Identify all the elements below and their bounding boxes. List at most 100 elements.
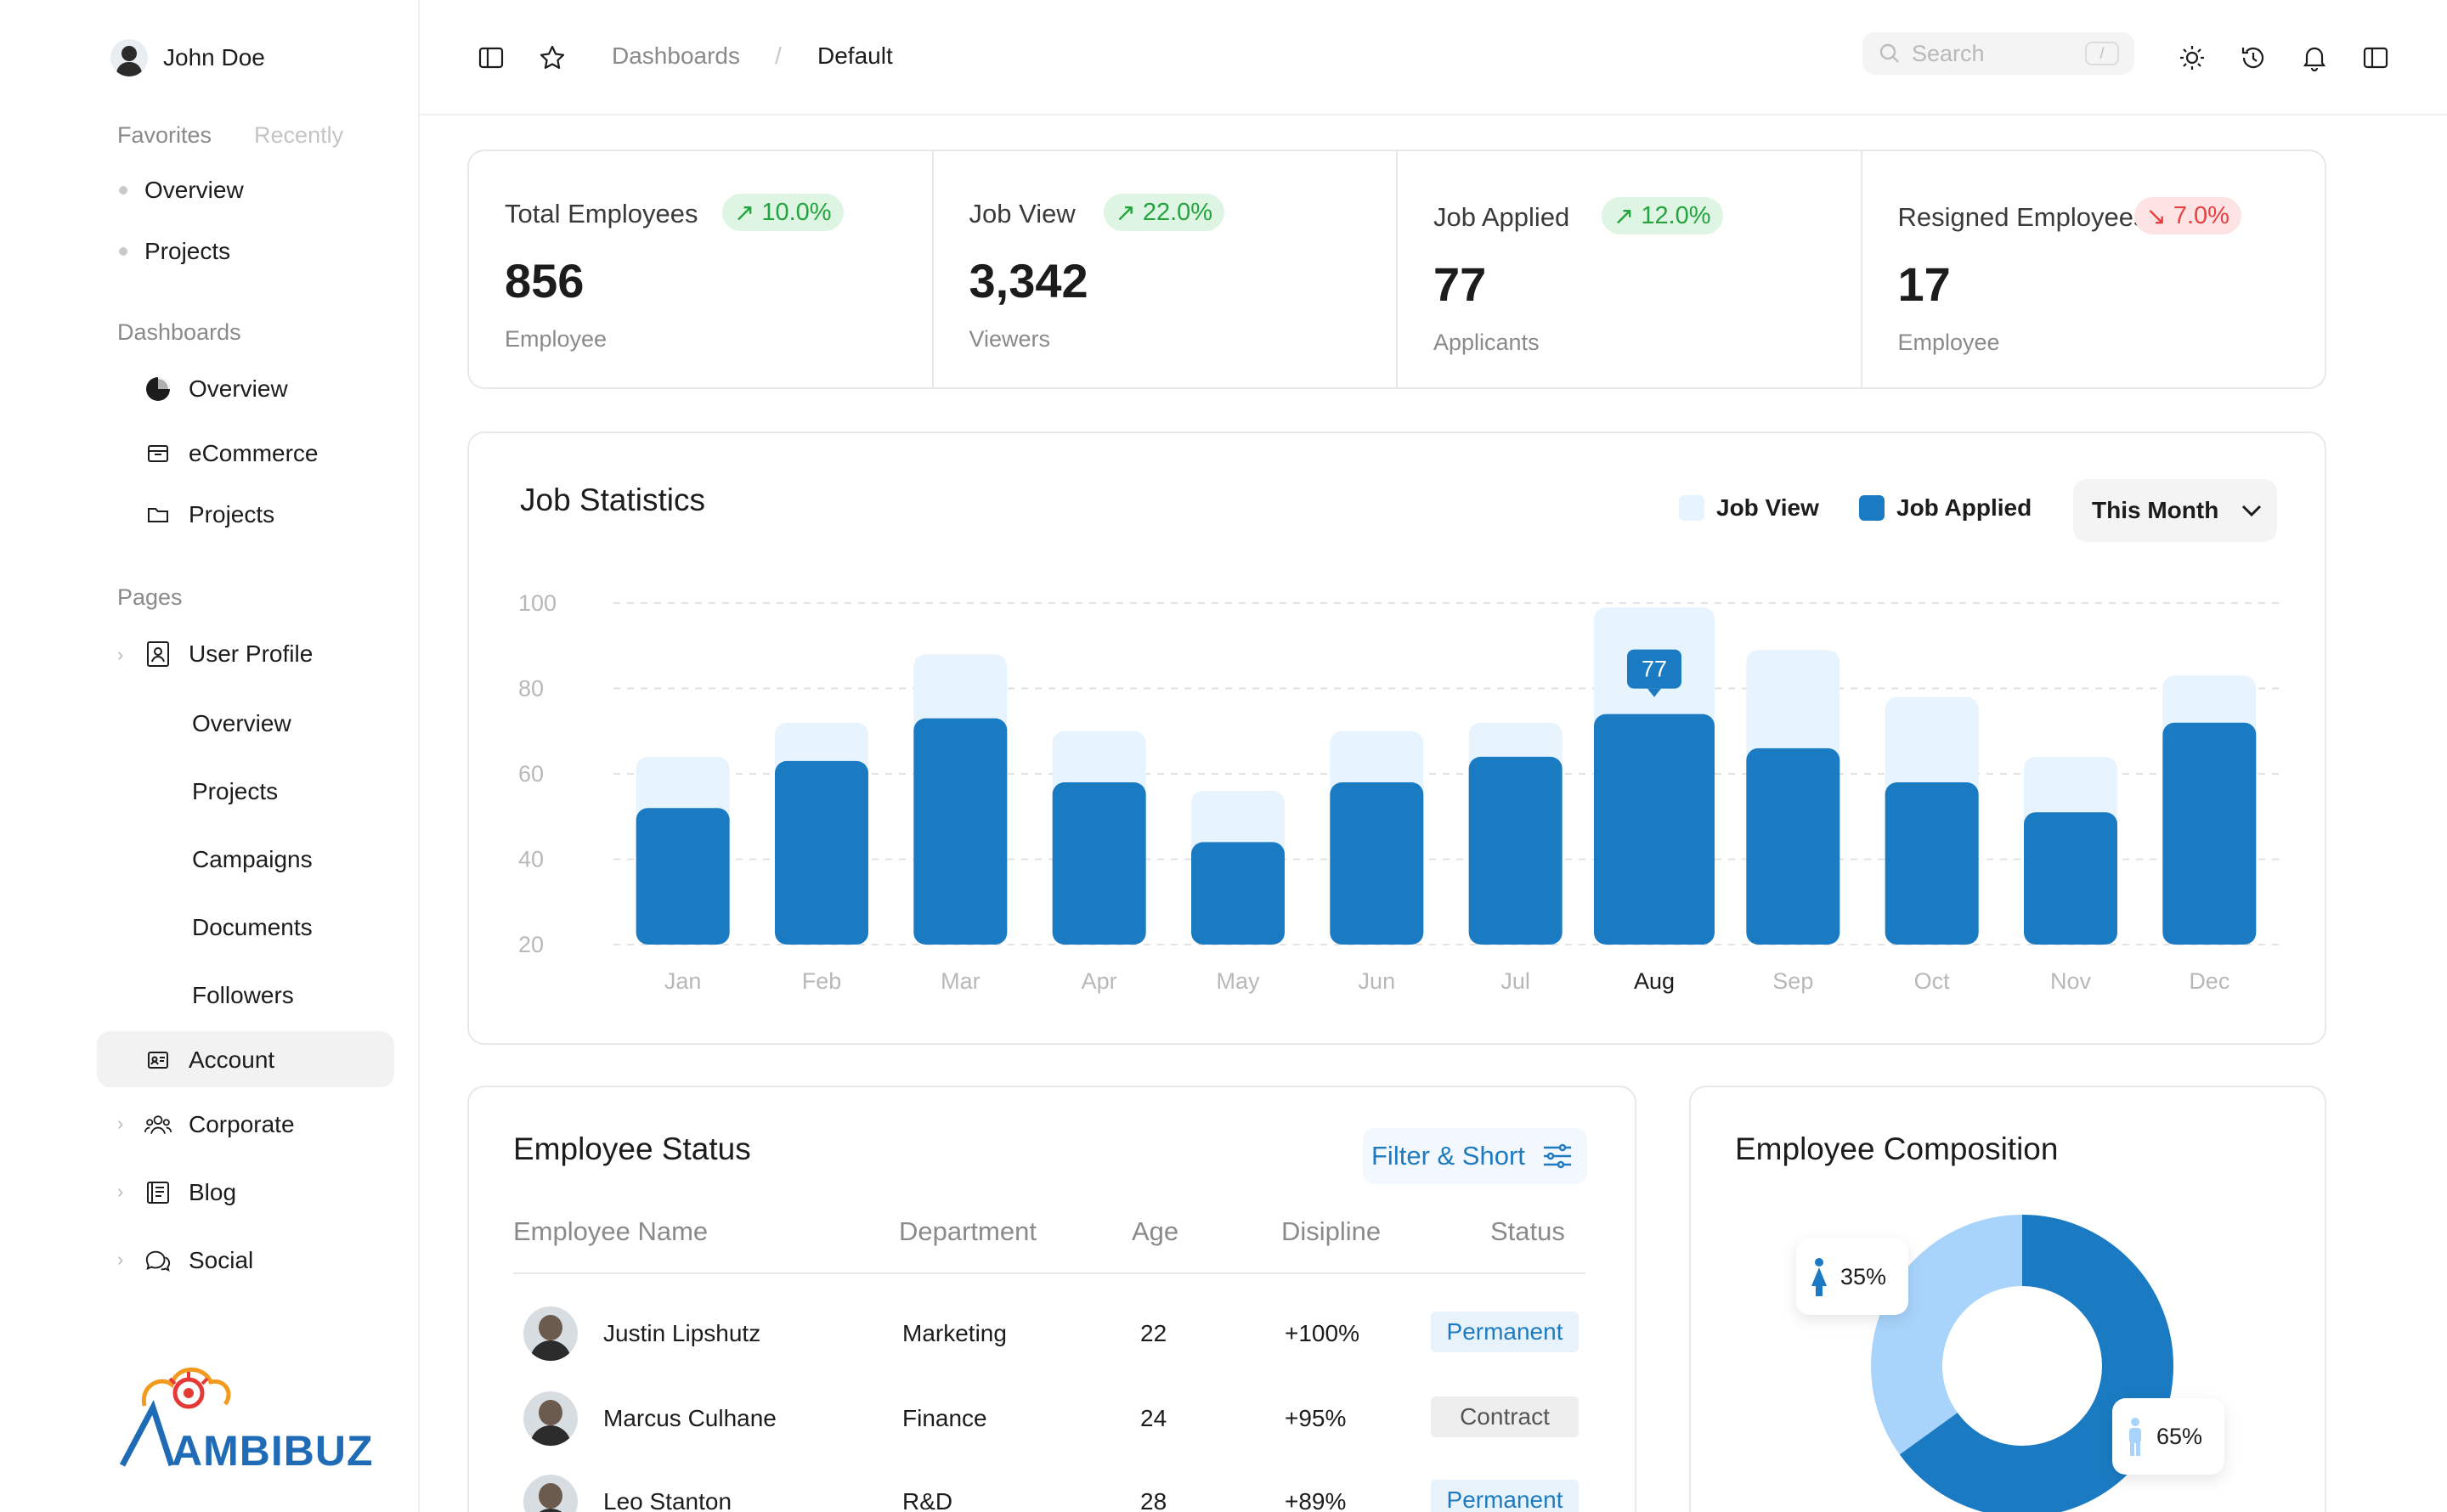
stat-unit: Employee xyxy=(505,326,608,352)
users-group-icon xyxy=(144,1111,172,1138)
folder-icon xyxy=(144,501,172,528)
blog-icon xyxy=(144,1179,172,1206)
chevron-right-icon[interactable]: › xyxy=(117,1181,124,1202)
legend-job-applied: Job Applied xyxy=(1859,494,2032,522)
stat-title: Job Applied xyxy=(1433,202,1570,232)
search-input[interactable]: Search / xyxy=(1862,32,2134,75)
status-badge: Permanent xyxy=(1431,1480,1579,1512)
bar-job-applied xyxy=(2024,812,2117,945)
history-icon[interactable] xyxy=(2236,41,2270,75)
sidebar-item-label: eCommerce xyxy=(189,440,319,466)
logo-text: AMBIBUZZ xyxy=(172,1427,374,1474)
sidebar-item-corporate[interactable]: Corporate xyxy=(144,1111,295,1138)
sidebar-active-highlight xyxy=(97,1031,394,1087)
stat-value: 856 xyxy=(505,254,585,307)
top-bar: Dashboards / Default Search / xyxy=(420,0,2447,116)
table-row[interactable]: Leo Stanton R&D 28 +89% Permanent xyxy=(513,1471,1585,1512)
bell-icon[interactable] xyxy=(2297,41,2331,75)
x-tick-label: Oct xyxy=(1914,968,1951,994)
chevron-right-icon[interactable]: › xyxy=(117,644,124,665)
stat-value: 17 xyxy=(1897,257,1951,311)
breadcrumb-separator: / xyxy=(775,42,782,69)
sidebar-item-ecommerce[interactable]: eCommerce xyxy=(144,440,318,467)
sidebar-item-projects[interactable]: Projects xyxy=(144,501,274,528)
stat-card-job-view: Job View ↗ 22.0% 3,342 Viewers xyxy=(934,151,1398,387)
employee-age: 28 xyxy=(1140,1488,1167,1512)
column-header-age[interactable]: Age xyxy=(1132,1216,1179,1246)
status-badge: Contract xyxy=(1431,1396,1579,1437)
chat-bubbles-icon xyxy=(144,1247,172,1274)
bar-job-applied xyxy=(1330,782,1424,945)
bar-job-applied xyxy=(1468,756,1563,945)
y-tick-label: 100 xyxy=(518,590,557,616)
trend-badge: ↗ 12.0% xyxy=(1602,197,1723,234)
table-row[interactable]: Marcus Culhane Finance 24 +95% Contract xyxy=(513,1388,1585,1449)
sun-icon[interactable] xyxy=(2175,41,2209,75)
employee-discipline: +95% xyxy=(1285,1405,1347,1431)
period-label: This Month xyxy=(2092,497,2219,523)
column-header-discipline[interactable]: Disipline xyxy=(1281,1216,1382,1246)
legend-label: Job Applied xyxy=(1896,494,2032,521)
column-header-department[interactable]: Department xyxy=(899,1216,1037,1246)
stat-card-resigned: Resigned Employees ↘ 7.0% 17 Employee xyxy=(1862,151,2325,387)
filter-sort-button[interactable]: Filter & Short xyxy=(1363,1128,1587,1184)
sidebar-subitem-campaigns[interactable]: Campaigns xyxy=(192,846,313,873)
tab-favorites[interactable]: Favorites xyxy=(117,122,212,148)
chevron-right-icon[interactable]: › xyxy=(117,1113,124,1134)
trend-up-icon: ↗ xyxy=(1115,199,1136,227)
trend-up-icon: ↗ xyxy=(1613,202,1635,230)
sidebar-toggle-icon[interactable] xyxy=(474,41,508,75)
sidebar-item-label: Followers xyxy=(192,982,294,1008)
x-tick-label: May xyxy=(1216,968,1260,994)
male-percent-chip: 65% xyxy=(2112,1398,2224,1475)
sidebar-subitem-projects[interactable]: Projects xyxy=(192,778,278,805)
sidebar-item-label: Projects xyxy=(192,778,279,804)
sidebar-item-account[interactable]: Account xyxy=(144,1047,274,1074)
bar-job-applied xyxy=(2162,722,2257,945)
table-row[interactable]: Justin Lipshutz Marketing 22 +100% Perma… xyxy=(513,1303,1585,1364)
chevron-right-icon[interactable]: › xyxy=(117,1249,124,1270)
breadcrumb-dashboards[interactable]: Dashboards xyxy=(612,42,740,69)
sidebar-item-overview[interactable]: Overview xyxy=(144,375,288,403)
donut-segment-male[interactable] xyxy=(1871,1215,2173,1512)
bar-job-applied xyxy=(1885,782,1979,945)
panel-toggle-icon[interactable] xyxy=(2359,41,2393,75)
sidebar-item-social[interactable]: Social xyxy=(144,1247,253,1274)
y-tick-label: 60 xyxy=(518,761,544,787)
sidebar-item-blog[interactable]: Blog xyxy=(144,1179,236,1206)
x-tick-label: Mar xyxy=(941,968,980,994)
legend-swatch xyxy=(1859,495,1885,521)
trend-value: 12.0% xyxy=(1641,201,1711,229)
bullet-icon xyxy=(119,247,127,256)
bar-job-applied xyxy=(913,718,1008,945)
bar-job-applied xyxy=(1746,748,1840,945)
sidebar-item-label: Social xyxy=(189,1247,254,1273)
sidebar-item-label: Overview xyxy=(189,375,288,402)
favorite-item-projects[interactable]: Projects xyxy=(119,238,230,265)
sidebar-subitem-documents[interactable]: Documents xyxy=(192,914,313,941)
card-title: Job Statistics xyxy=(520,482,705,517)
y-tick-label: 40 xyxy=(518,847,544,872)
stat-title: Total Employees xyxy=(505,199,698,228)
star-icon[interactable] xyxy=(535,41,569,75)
column-header-name[interactable]: Employee Name xyxy=(513,1216,709,1246)
shopping-box-icon xyxy=(144,440,172,467)
sidebar-item-user-profile[interactable]: User Profile xyxy=(144,640,313,668)
avatar xyxy=(523,1306,578,1361)
trend-badge: ↘ 7.0% xyxy=(2133,197,2241,234)
y-tick-label: 80 xyxy=(518,676,544,702)
column-header-status[interactable]: Status xyxy=(1490,1216,1565,1246)
trend-value: 7.0% xyxy=(2173,201,2229,229)
x-tick-label: Aug xyxy=(1634,968,1675,994)
status-badge: Permanent xyxy=(1431,1312,1579,1352)
employee-discipline: +100% xyxy=(1285,1320,1359,1346)
tab-recently[interactable]: Recently xyxy=(254,122,344,148)
sidebar-subitem-followers[interactable]: Followers xyxy=(192,982,294,1009)
favorite-item-overview[interactable]: Overview xyxy=(119,177,244,204)
user-profile[interactable]: John Doe xyxy=(110,39,265,76)
search-placeholder: Search xyxy=(1912,40,1985,66)
x-tick-label: Dec xyxy=(2189,968,2229,994)
sidebar-subitem-overview[interactable]: Overview xyxy=(192,710,291,737)
bar-job-applied xyxy=(1052,782,1146,945)
period-dropdown[interactable]: This Month xyxy=(2073,479,2277,542)
